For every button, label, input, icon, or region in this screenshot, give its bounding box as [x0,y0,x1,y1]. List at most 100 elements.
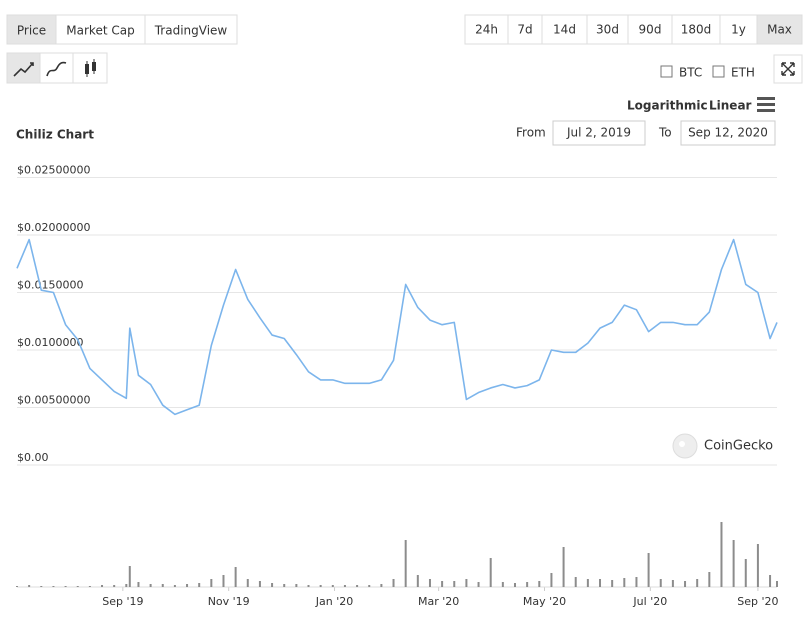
volume-bar [125,584,128,587]
volume-bar [380,584,383,587]
volume-bar [222,575,225,587]
linear-scale-button[interactable]: Linear [709,99,752,113]
y-tick-label: $0.0150000 [17,279,83,292]
chart-title: Chiliz Chart [16,128,94,142]
volume-bar [246,579,249,587]
volume-bar [776,581,778,587]
volume-bar [149,584,152,587]
menu-bar [757,97,775,100]
volume-bar [28,585,31,587]
volume-bar [599,579,602,587]
x-tick-label: Mar '20 [418,595,459,608]
from-label: From [516,126,546,140]
log-scale-button[interactable]: Logarithmic [627,99,708,113]
volume-bar [128,566,131,587]
volume-bar [16,586,18,587]
range-button[interactable] [464,14,509,45]
volume-bar [307,585,310,587]
volume-bar [732,540,735,587]
range-button[interactable] [586,14,629,45]
compare-checkbox[interactable] [660,65,673,78]
volume-bar [113,585,116,587]
volume-bar [52,586,55,587]
volume-bar [428,579,431,587]
volume-bar [550,573,553,587]
range-label: 7d [517,23,532,37]
range-label: 24h [475,23,498,37]
volume-bar [416,575,419,587]
smooth-icon [46,61,67,77]
volume-bar [258,581,261,587]
range-label: Max [767,23,792,37]
x-tick-label: Sep '19 [102,595,143,608]
range-button[interactable] [541,14,588,45]
tab-label: Price [17,24,46,38]
line-icon-arrow [30,62,34,66]
from-input[interactable] [552,120,646,146]
watermark-logo-eye [679,441,685,447]
volume-bar [477,582,480,587]
menu-button[interactable] [757,97,775,112]
compare-checkbox[interactable] [712,65,725,78]
volume-bar [76,586,79,587]
compare-label: ETH [731,66,755,80]
volume-bar [283,584,286,587]
volume-bar [513,583,516,587]
volume-bar [234,567,237,587]
range-button[interactable] [719,14,758,45]
range-label: 30d [596,23,619,37]
x-tick-label: Nov '19 [208,595,250,608]
chart-type-buttons [6,52,108,84]
tab-label: Market Cap [66,24,134,38]
volume-bar [356,585,359,587]
range-label: 1y [731,23,746,37]
candle-button[interactable] [72,52,108,84]
fullscreen-icon [781,62,795,76]
volume-bar [161,584,164,587]
y-tick-label: $0.00 [17,451,49,464]
price-line [16,238,778,416]
to-input[interactable] [680,120,776,146]
volume-bar [198,583,201,587]
volume-bar [368,585,371,587]
volume-bar [708,572,711,587]
watermark-logo [672,433,698,459]
line-button[interactable] [6,52,41,84]
volume-bar [586,579,589,587]
volume-bar [331,585,334,587]
menu-bar [757,109,775,112]
tab-button[interactable] [55,14,146,45]
volume-bar [684,581,687,587]
watermark: CoinGecko [704,439,773,454]
line-icon [13,62,34,77]
volume-bar [501,582,504,587]
volume-bar [137,582,140,587]
volume-bar [88,586,91,587]
volume-bar [611,580,614,587]
range-label: 90d [639,23,662,37]
range-button[interactable] [756,14,803,45]
volume-bar [720,522,723,587]
volume-bar [453,581,456,587]
volume-bar [647,553,650,587]
volume-bar [64,586,67,587]
range-label: 14d [553,23,576,37]
to-label: To [658,126,672,140]
volume-bar [744,559,747,587]
tab-button[interactable] [144,14,238,45]
volume-bar [756,544,759,587]
volume-bar [343,585,346,587]
range-button[interactable] [627,14,673,45]
volume-bar [441,581,444,587]
volume-bar [538,581,541,587]
volume-bar [101,585,104,587]
tab-button[interactable] [6,14,57,45]
menu-bar [757,103,775,106]
volume-bar [271,583,274,587]
volume-bar [186,584,189,587]
volume-bar [404,540,407,587]
x-tick-label: Jan '20 [315,595,353,608]
tab-label: TradingView [154,24,228,38]
